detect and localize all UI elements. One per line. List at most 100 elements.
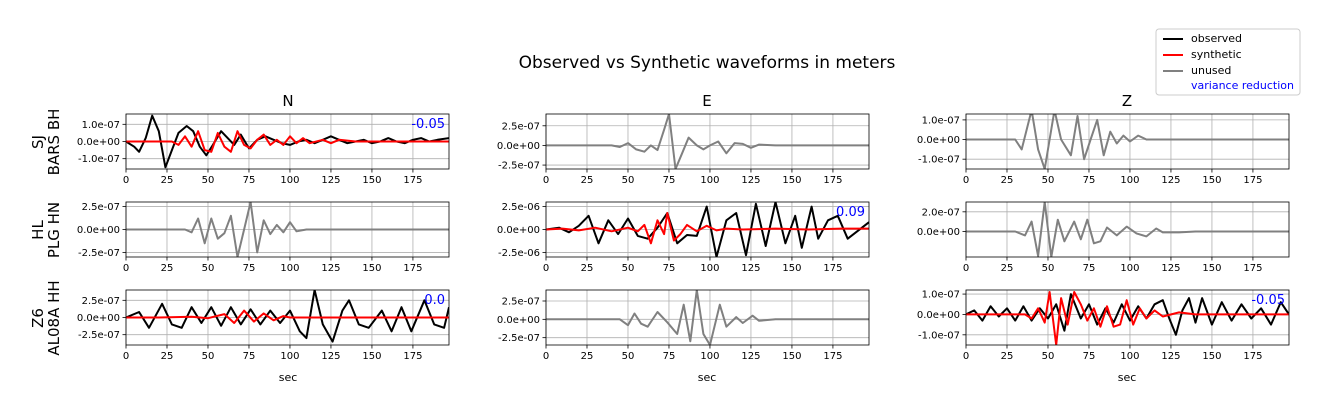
y-tick-label: 0.0e+00 — [917, 227, 960, 238]
row-label-network: SJ — [29, 135, 47, 149]
x-tick-label: 125 — [321, 351, 340, 362]
series-line-unused — [966, 114, 1289, 169]
column-header-z: Z — [1122, 92, 1132, 110]
row-label-network: HL — [29, 220, 47, 240]
y-tick-label: 1.0e-07 — [922, 115, 960, 126]
series-line-unused — [966, 202, 1289, 257]
plot-frame — [545, 201, 870, 258]
x-tick-label: 50 — [622, 351, 635, 362]
y-tick-label: 2.5e-07 — [82, 202, 120, 213]
waveform-panel: 0 25 50 75 100 125 150 175 1.0e-07 0.0e+00 -1.0e-0… — [77, 113, 450, 186]
x-tick-label: 25 — [1001, 175, 1014, 186]
x-tick-label: 25 — [581, 263, 594, 274]
x-tick-label: 175 — [823, 175, 842, 186]
y-tick-label: -1.0e-07 — [918, 330, 960, 341]
x-tick-label: 25 — [161, 351, 174, 362]
x-tick-label: 125 — [321, 263, 340, 274]
x-tick-label: 175 — [403, 351, 422, 362]
column-header-n: N — [282, 92, 293, 110]
x-tick-label: 150 — [1202, 175, 1221, 186]
x-axis-label: sec — [1118, 371, 1137, 384]
y-tick-label: 0.0e+00 — [497, 141, 540, 152]
plot-frame — [965, 201, 1290, 258]
x-tick-label: 0 — [123, 263, 129, 274]
x-axis-labels: sec sec sec — [279, 371, 1137, 384]
x-tick-label: 100 — [280, 263, 299, 274]
row-label-station: AL08A HH — [45, 280, 63, 355]
x-tick-label: 75 — [663, 351, 676, 362]
x-tick-label: 150 — [782, 351, 801, 362]
y-tick-label: 1.0e-07 — [82, 120, 120, 131]
x-tick-label: 125 — [321, 175, 340, 186]
plot-background — [966, 202, 1289, 257]
x-axis-label: sec — [279, 371, 298, 384]
y-tick-label: 0.0e+00 — [917, 135, 960, 146]
plot-background — [546, 290, 869, 345]
x-tick-label: 75 — [663, 263, 676, 274]
waveform-panel: 0 25 50 75 100 125 150 175 1.0e-07 0.0e+00 -1.0e-0… — [917, 113, 1290, 186]
legend: observed synthetic unused variance reduc… — [1155, 28, 1301, 96]
x-tick-label: 25 — [1001, 351, 1014, 362]
x-tick-label: 50 — [622, 175, 635, 186]
variance-reduction-label: 0.09 — [836, 205, 865, 220]
x-tick-label: 100 — [700, 175, 719, 186]
x-tick-label: 0 — [963, 351, 969, 362]
x-axis-label: sec — [698, 371, 717, 384]
x-tick-label: 100 — [1120, 263, 1139, 274]
x-tick-label: 25 — [581, 351, 594, 362]
x-tick-label: 125 — [1161, 175, 1180, 186]
x-tick-label: 25 — [581, 175, 594, 186]
row-label-network: Z6 — [29, 308, 47, 328]
column-headers: N E Z — [282, 92, 1132, 110]
y-tick-label: 2.5e-07 — [502, 297, 540, 308]
y-tick-label: 0.0e+00 — [77, 313, 120, 324]
plot-frame — [125, 113, 450, 170]
y-tick-label: 2.5e-07 — [502, 121, 540, 132]
x-tick-label: 0 — [963, 175, 969, 186]
legend-unused-label: unused — [1191, 64, 1231, 77]
y-tick-label: -2.5e-07 — [78, 248, 120, 259]
x-tick-label: 175 — [403, 175, 422, 186]
x-tick-label: 175 — [403, 263, 422, 274]
legend-box — [1155, 28, 1301, 96]
waveform-panel: 0 25 50 75 100 125 150 175 2.0e-07 0.0e+00 — [917, 201, 1290, 274]
x-tick-label: 75 — [663, 175, 676, 186]
series-line-unused — [126, 202, 449, 257]
x-tick-label: 175 — [1243, 263, 1262, 274]
series-line-synthetic — [126, 309, 449, 324]
plot-frame — [965, 289, 1290, 346]
x-tick-label: 75 — [243, 175, 256, 186]
y-tick-label: -2.5e-06 — [498, 248, 540, 259]
x-tick-label: 75 — [1083, 263, 1096, 274]
x-tick-label: 125 — [741, 263, 760, 274]
x-tick-label: 0 — [543, 263, 549, 274]
x-tick-label: 75 — [243, 351, 256, 362]
x-tick-label: 125 — [1161, 351, 1180, 362]
x-tick-label: 100 — [280, 351, 299, 362]
x-tick-label: 150 — [1202, 263, 1221, 274]
y-tick-label: 2.5e-06 — [502, 202, 540, 213]
series-line-unused — [546, 290, 869, 345]
x-tick-label: 25 — [161, 175, 174, 186]
plot-background — [546, 114, 869, 169]
variance-reduction-label: -0.05 — [1251, 293, 1285, 308]
x-tick-label: 100 — [700, 351, 719, 362]
series-line-synthetic — [546, 212, 869, 245]
legend-variance-label: variance reduction — [1191, 79, 1294, 92]
x-tick-label: 25 — [161, 263, 174, 274]
x-tick-label: 50 — [202, 175, 215, 186]
y-tick-label: 2.5e-07 — [82, 296, 120, 307]
row-label-station: BARS BH — [45, 109, 63, 176]
plot-frame — [545, 289, 870, 346]
y-tick-label: 0.0e+00 — [77, 225, 120, 236]
x-tick-label: 50 — [1042, 263, 1055, 274]
row-label-station: PLG HN — [45, 202, 63, 258]
x-tick-label: 50 — [202, 263, 215, 274]
x-tick-label: 0 — [543, 351, 549, 362]
y-tick-label: 2.0e-07 — [922, 207, 960, 218]
waveform-panel: 0 25 50 75 100 125 150 175 2.5e-07 0.0e+00 -2.5e-0… — [497, 289, 870, 362]
x-tick-label: 175 — [1243, 175, 1262, 186]
x-tick-label: 150 — [362, 351, 381, 362]
y-tick-label: 0.0e+00 — [77, 137, 120, 148]
x-tick-label: 125 — [1161, 263, 1180, 274]
